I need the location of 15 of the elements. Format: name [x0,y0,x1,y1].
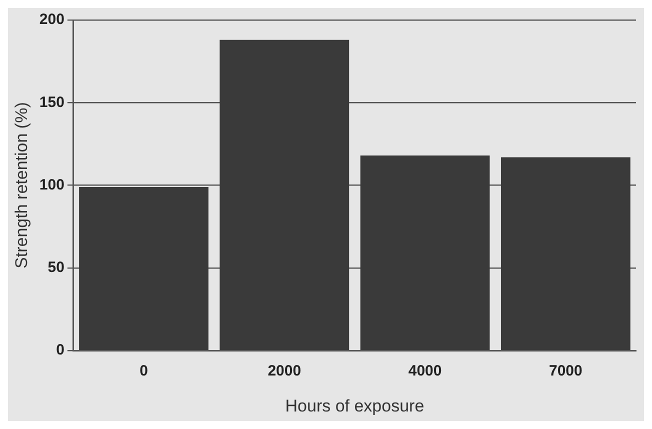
x-axis-title: Hours of exposure [285,396,424,416]
bar [500,157,630,350]
y-tick-label: 100 [39,176,64,194]
y-tick-label: 150 [39,94,64,111]
bar [220,40,350,350]
x-tick-label: 4000 [408,362,442,380]
x-tick-label: 2000 [268,362,302,380]
y-tick-label: 200 [39,11,64,28]
x-tick-label: 0 [140,362,148,380]
x-tick-label: 7000 [548,362,582,380]
y-tick-label: 50 [48,259,64,276]
bar [79,186,208,350]
bar [360,156,490,350]
y-axis-title: Strength retention (%) [12,102,31,268]
y-tick-label: 0 [56,342,64,359]
